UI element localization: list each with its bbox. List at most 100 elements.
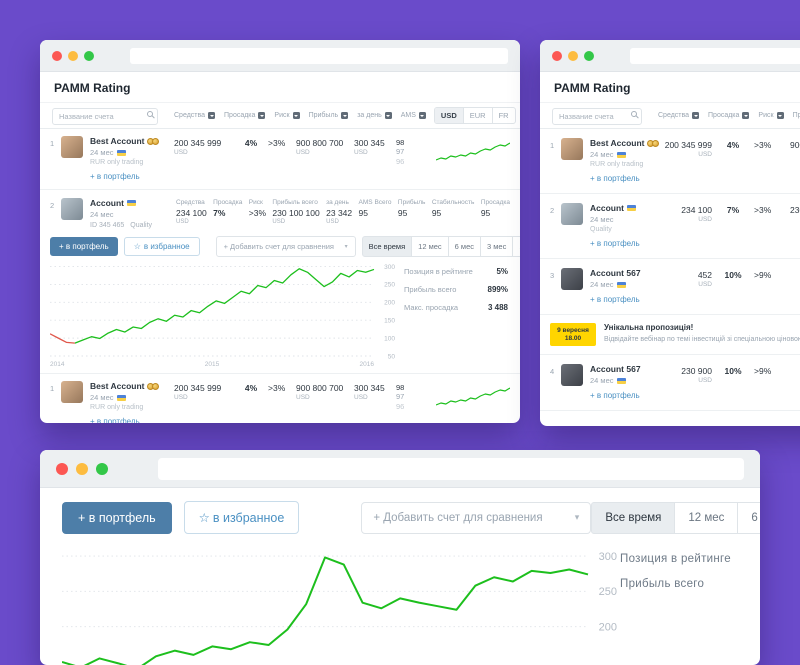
account-rank: 1	[50, 384, 55, 393]
account-note: RUR only trading	[590, 161, 644, 168]
column-header-profit[interactable]: Прибыль	[309, 112, 349, 119]
traffic-light-minimize[interactable]	[76, 462, 88, 475]
column-header-risk[interactable]: Риск	[274, 112, 300, 119]
account-row[interactable]: 3 Account 567 24 мес + в портфель 452 USD…	[540, 259, 800, 315]
column-header-ams[interactable]: AMS	[401, 112, 426, 119]
sort-icon	[292, 112, 300, 119]
account-search-input[interactable]	[52, 108, 158, 125]
currency-tab-eur[interactable]: EUR	[462, 108, 492, 123]
traffic-light-minimize[interactable]	[568, 50, 578, 61]
add-to-portfolio-link[interactable]: + в портфель	[590, 295, 640, 304]
account-name[interactable]: Best Account	[590, 138, 645, 148]
stat-group-day: за день 23 342 USD	[326, 199, 353, 225]
time-tab-all[interactable]: Все время	[591, 501, 676, 534]
add-to-portfolio-link[interactable]: + в портфель	[590, 174, 640, 183]
max-drawdown-stat: Макс. просадка 3 488	[404, 303, 508, 312]
traffic-light-close[interactable]	[552, 50, 562, 61]
column-headers: Средства Просадка Риск Прибыль за день A…	[174, 112, 426, 119]
column-label: Просадка	[224, 112, 256, 119]
account-search-input[interactable]	[552, 108, 642, 125]
add-to-portfolio-button[interactable]: + в портфель	[62, 501, 172, 534]
compare-account-dropdown[interactable]: + Добавить счет для сравнения ▾	[215, 236, 356, 257]
traffic-light-close[interactable]	[56, 462, 68, 475]
account-row[interactable]: 1 Best Account 24 мес RUR only trading +…	[540, 129, 800, 194]
avatar	[61, 198, 83, 220]
account-name[interactable]: Account	[90, 198, 124, 208]
account-rank: 2	[50, 201, 55, 210]
currency-tab-usd[interactable]: USD	[434, 108, 463, 123]
flag-icon	[616, 377, 626, 384]
traffic-light-minimize[interactable]	[68, 50, 78, 61]
account-note: Quality	[590, 226, 612, 233]
column-header-funds[interactable]: Средства	[174, 112, 216, 119]
time-tab-6m[interactable]: 6 мес	[737, 501, 760, 534]
account-row[interactable]: 1 Best Account 24 мес RUR only trading +…	[40, 374, 520, 423]
time-tab-12m[interactable]: 12 мес	[674, 501, 739, 534]
avatar	[561, 268, 583, 290]
address-bar[interactable]	[630, 47, 800, 64]
promo-text: Відвідайте вебінар по темі інвестицій зі…	[604, 336, 800, 343]
address-bar[interactable]	[130, 47, 508, 64]
rating-position-stat: Позиция в рейтинге 5%	[404, 267, 508, 276]
traffic-light-zoom[interactable]	[84, 50, 94, 61]
account-name[interactable]: Best Account	[90, 381, 145, 391]
add-to-portfolio-button[interactable]: + в портфель	[50, 237, 118, 256]
traffic-light-zoom[interactable]	[584, 50, 594, 61]
account-rank: 4	[550, 367, 555, 376]
account-row[interactable]: 2 Account 24 мес Quality + в портфель 23…	[540, 194, 800, 259]
sort-icon	[258, 112, 266, 119]
day-profit-value: 300 345 USD	[354, 138, 385, 156]
account-name[interactable]: Account 567	[590, 364, 641, 374]
column-header-drawdown[interactable]: Просадка	[708, 112, 750, 119]
column-header-risk[interactable]: Риск	[758, 112, 784, 119]
add-to-portfolio-link[interactable]: + в портфель	[590, 239, 640, 248]
time-tab-all[interactable]: Все время	[361, 236, 413, 257]
flag-icon	[616, 281, 626, 288]
account-period: 24 мес	[590, 376, 614, 385]
flag-icon	[627, 205, 636, 211]
column-header-day[interactable]: за день	[357, 112, 392, 119]
time-tab-1m[interactable]: 1 мес	[512, 236, 520, 257]
promo-banner[interactable]: 9 вересня 18.00 Унікальна пропозиція! Ві…	[540, 315, 800, 355]
time-tab-12m[interactable]: 12 мес	[411, 236, 449, 257]
caret-down-icon: ▾	[574, 512, 580, 522]
add-to-favorites-button[interactable]: ☆ в избранное	[183, 501, 300, 534]
svg-text:2015: 2015	[205, 361, 220, 367]
account-row[interactable]: 1 Best Account 24 мес RUR only trading +…	[40, 129, 520, 190]
column-header-drawdown[interactable]: Просадка	[224, 112, 266, 119]
traffic-light-zoom[interactable]	[96, 462, 108, 475]
account-name[interactable]: Account	[590, 203, 624, 213]
add-to-favorites-button[interactable]: ☆ в избранное	[123, 237, 200, 256]
profit-value	[790, 268, 800, 307]
svg-text:250: 250	[599, 586, 617, 598]
currency-tab-fr[interactable]: FR	[491, 108, 515, 123]
compare-account-dropdown[interactable]: + Добавить счет для сравнения ▾	[361, 501, 592, 534]
day-profit-value: 300 345 USD	[354, 383, 385, 401]
equity-chart: 300 250 200	[62, 551, 617, 665]
column-header-funds[interactable]: Средства	[658, 112, 700, 119]
account-name[interactable]: Best Account	[90, 136, 145, 146]
add-to-portfolio-link[interactable]: + в портфель	[590, 391, 640, 400]
add-to-portfolio-link[interactable]: + в портфель	[90, 172, 140, 181]
add-to-portfolio-link[interactable]: + в портфель	[90, 417, 140, 423]
ams-score: 98 97 96	[396, 138, 405, 166]
column-header-profit[interactable]: Прибыль	[793, 112, 800, 119]
time-tab-6m[interactable]: 6 мес	[447, 236, 482, 257]
stat-group-profit-total: Прибыль всего 230 100 100 USD	[272, 199, 320, 225]
profit-value: 900 800 700	[790, 140, 800, 150]
profit-value: 900 800 700 USD	[296, 383, 344, 401]
time-tab-3m[interactable]: 3 мес	[480, 236, 514, 257]
account-row-expanded[interactable]: 2 Account 24 мес ID 345 465 Quality Средс…	[40, 190, 520, 374]
funds-value: 200 345 999 USD	[174, 138, 222, 156]
account-name[interactable]: Account 567	[590, 268, 641, 278]
address-bar[interactable]	[158, 457, 744, 480]
funds-value: 234 100 USD	[681, 205, 712, 223]
rating-position-stat: Позиция в рейтинге	[620, 553, 731, 565]
traffic-light-close[interactable]	[52, 50, 62, 61]
browser-chrome	[40, 40, 520, 72]
risk-value: >9%	[754, 366, 772, 376]
filter-bar: Средства Просадка Риск Прибыль за день A…	[40, 102, 520, 129]
account-row[interactable]: 4 Account 567 24 мес + в портфель 230 90…	[540, 355, 800, 411]
risk-value: >3%	[754, 140, 772, 150]
stat-group-ams-profit: Прибыль 95	[397, 199, 426, 218]
